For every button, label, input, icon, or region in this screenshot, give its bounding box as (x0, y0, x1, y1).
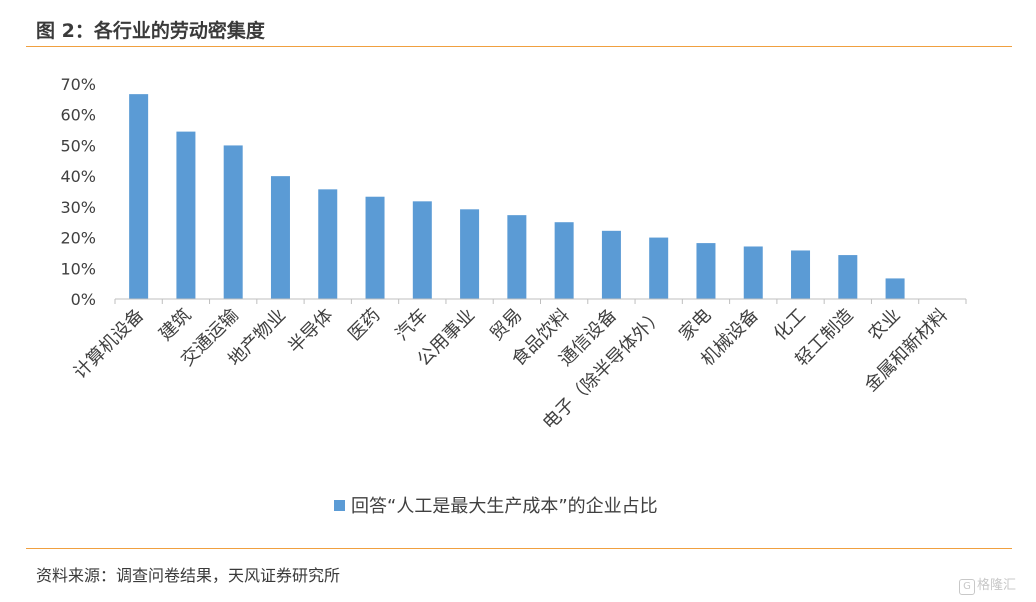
x-tick-label: 汽车 (392, 305, 432, 345)
watermark-logo-icon: G (958, 579, 975, 595)
source-note: 资料来源：调查问卷结果，天风证券研究所 (36, 566, 341, 585)
bar (460, 209, 480, 299)
bar (318, 189, 338, 299)
y-tick-label: 20% (60, 229, 96, 248)
x-axis-ticks (114, 299, 967, 304)
x-tick-label: 农业 (864, 305, 904, 345)
bar (838, 255, 858, 299)
watermark: G 格隆汇 (958, 574, 1016, 595)
bar (507, 215, 527, 299)
y-tick-label: 40% (60, 167, 96, 186)
bar (412, 201, 432, 299)
bar (791, 250, 811, 299)
figure-title: 图 2：各行业的劳动密集度 (36, 20, 265, 42)
y-axis-ticks: 0% 10% 20% 30% 40% 50% 60% 70% (60, 75, 96, 309)
legend: 回答“人工是最大生产成本”的企业占比 (334, 496, 658, 517)
bar (270, 176, 290, 299)
y-tick-label: 70% (60, 75, 96, 94)
x-tick-label: 医药 (344, 305, 384, 345)
y-tick-label: 50% (60, 136, 96, 155)
x-tick-label: 家电 (675, 305, 715, 345)
x-tick-label: 建筑 (155, 305, 195, 345)
x-tick-label: 贸易 (486, 305, 526, 345)
y-tick-label: 0% (71, 290, 96, 309)
bar (223, 145, 243, 299)
bar (176, 131, 196, 299)
legend-swatch (334, 500, 345, 511)
x-tick-label: 化工 (770, 305, 810, 345)
y-tick-label: 30% (60, 198, 96, 217)
title-divider (26, 46, 1012, 47)
x-tick-label: 半导体 (284, 305, 337, 358)
bar (885, 278, 905, 299)
y-tick-label: 10% (60, 259, 96, 278)
bar (649, 237, 669, 299)
watermark-text: 格隆汇 (976, 578, 1016, 593)
source-divider (26, 548, 1012, 549)
bar (365, 196, 385, 299)
y-tick-label: 60% (60, 106, 96, 125)
bar (743, 246, 763, 299)
bar (601, 230, 621, 299)
bars (129, 94, 905, 299)
x-tick-label: 金属和新材料 (861, 305, 952, 396)
x-tick-label: 计算机设备 (70, 305, 148, 383)
bar (129, 94, 149, 299)
bar (554, 222, 574, 299)
bar (696, 243, 716, 299)
legend-label: 回答“人工是最大生产成本”的企业占比 (351, 496, 658, 517)
